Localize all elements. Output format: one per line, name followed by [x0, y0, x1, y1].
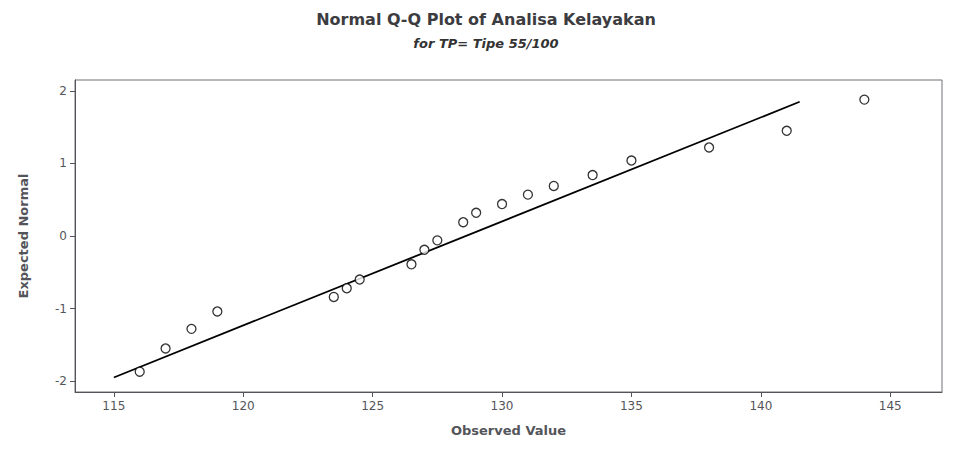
svg-text:145: 145: [879, 399, 902, 413]
svg-text:130: 130: [491, 399, 514, 413]
svg-text:-2: -2: [55, 374, 67, 388]
svg-text:Expected Normal: Expected Normal: [16, 174, 31, 299]
svg-text:115: 115: [102, 399, 125, 413]
svg-text:120: 120: [232, 399, 255, 413]
svg-text:for TP= Tipe 55/100: for TP= Tipe 55/100: [413, 36, 558, 51]
svg-text:Observed Value: Observed Value: [451, 423, 566, 438]
svg-text:Normal Q-Q Plot of Analisa Kel: Normal Q-Q Plot of Analisa Kelayakan: [316, 10, 656, 29]
svg-text:1: 1: [59, 156, 67, 170]
svg-text:135: 135: [620, 399, 643, 413]
svg-text:0: 0: [59, 229, 67, 243]
svg-text:140: 140: [749, 399, 772, 413]
svg-text:125: 125: [361, 399, 384, 413]
svg-text:2: 2: [59, 84, 67, 98]
svg-text:-1: -1: [55, 302, 67, 316]
